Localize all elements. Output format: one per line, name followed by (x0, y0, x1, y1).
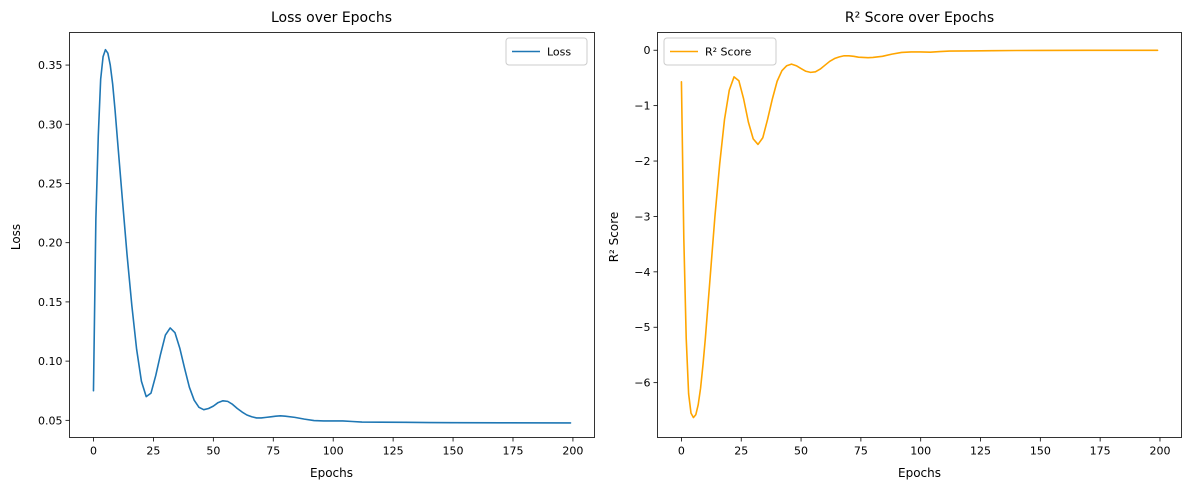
r2-xtick-label: 25 (734, 445, 748, 458)
loss-ytick-label: 0.35 (38, 59, 63, 72)
loss-series-line (92, 48, 572, 424)
loss-xtick-label: 150 (443, 445, 464, 458)
loss-chart-xlabel: Epochs (310, 466, 353, 480)
loss-chart-ylabel: Loss (9, 224, 23, 250)
r2-ytick-label: −1 (634, 100, 650, 113)
r2-xtick-label: 0 (678, 445, 685, 458)
loss-chart-series (92, 48, 572, 424)
loss-xtick-label: 75 (266, 445, 280, 458)
r2-chart-ylabel: R² Score (607, 212, 621, 263)
loss-chart: Loss over Epochs Epochs Loss 0 25 50 75 100 1… (9, 10, 595, 480)
r2-ytick-label: −2 (634, 155, 650, 168)
loss-chart-legend-box (505, 37, 588, 66)
r2-xtick-label: 150 (1030, 445, 1051, 458)
loss-xtick-label: 175 (502, 445, 523, 458)
loss-ytick-label: 0.25 (38, 177, 63, 190)
r2-chart-series (680, 49, 1159, 419)
loss-xtick-label: 200 (562, 445, 583, 458)
loss-ytick-label: 0.10 (38, 355, 63, 368)
loss-xtick-label: 25 (146, 445, 160, 458)
loss-xtick-label: 100 (323, 445, 344, 458)
r2-ytick-label: 0 (644, 44, 651, 57)
loss-chart-y-axis: 0.05 0.10 0.15 0.20 0.25 0.30 0.35 (38, 59, 70, 427)
loss-xtick-label: 50 (206, 445, 220, 458)
r2-chart-xlabel: Epochs (898, 466, 941, 480)
r2-ytick-label: −3 (634, 210, 650, 223)
r2-legend-label: R² Score (705, 46, 752, 59)
loss-ytick-label: 0.30 (38, 118, 63, 131)
r2-xtick-label: 100 (910, 445, 931, 458)
loss-chart-legend: Loss (505, 37, 588, 66)
r2-chart-y-axis: 0 −1 −2 −3 −4 −5 −6 (634, 44, 658, 390)
loss-xtick-label: 125 (383, 445, 404, 458)
r2-xtick-label: 200 (1149, 445, 1170, 458)
loss-chart-x-axis: 0 25 50 75 100 125 150 175 200 (90, 437, 583, 458)
r2-xtick-label: 75 (854, 445, 868, 458)
r2-xtick-label: 175 (1090, 445, 1111, 458)
r2-series-line (680, 49, 1159, 419)
r2-xtick-label: 125 (970, 445, 991, 458)
r2-chart-legend: R² Score (663, 37, 777, 66)
r2-ytick-label: −5 (634, 321, 650, 334)
r2-chart: R² Score over Epochs Epochs R² Score 0 25… (607, 10, 1182, 480)
r2-ytick-label: −4 (634, 266, 650, 279)
loss-ytick-label: 0.15 (38, 296, 63, 309)
loss-chart-title: Loss over Epochs (271, 10, 392, 26)
r2-chart-legend-box (663, 37, 777, 66)
r2-chart-title: R² Score over Epochs (845, 10, 994, 26)
loss-ytick-label: 0.20 (38, 237, 63, 250)
loss-chart-frame (69, 32, 595, 438)
r2-xtick-label: 50 (794, 445, 808, 458)
r2-chart-x-axis: 0 25 50 75 100 125 150 175 200 (678, 437, 1170, 458)
loss-xtick-label: 0 (90, 445, 97, 458)
loss-legend-label: Loss (547, 46, 571, 59)
r2-ytick-label: −6 (634, 377, 650, 390)
loss-ytick-label: 0.05 (38, 414, 63, 427)
r2-chart-frame (657, 32, 1182, 438)
